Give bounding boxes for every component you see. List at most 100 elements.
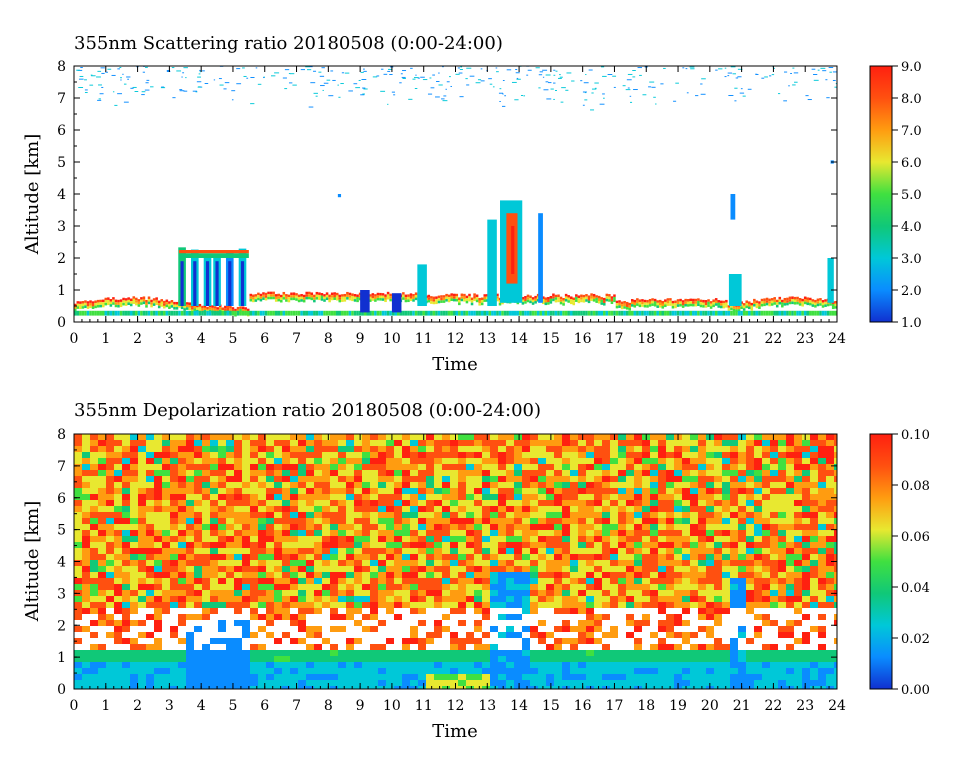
depol-cell: [178, 434, 186, 440]
depol-cell: [570, 584, 578, 590]
depol-cell: [98, 644, 106, 650]
bl-fringe: [676, 304, 680, 307]
depol-cell: [362, 596, 370, 602]
noise-speck: [98, 98, 101, 100]
bl-lower: [676, 310, 680, 316]
depol-cell: [466, 536, 474, 542]
depol-cell: [786, 590, 794, 596]
bl-fringe: [188, 304, 191, 308]
depol-cell: [770, 554, 778, 560]
noise-speck: [832, 79, 836, 81]
bl-fringe: [684, 303, 687, 307]
depol-cell: [778, 542, 786, 548]
depol-cell: [298, 584, 306, 590]
depol-cell: [434, 518, 442, 524]
bl-lower: [213, 310, 217, 316]
noise-speck: [637, 67, 643, 69]
depol-cell: [346, 524, 354, 530]
depol-cell: [170, 488, 178, 494]
depol-cell: [130, 638, 138, 644]
depol-cell: [578, 452, 586, 458]
depol-cell: [818, 512, 826, 518]
depol-cell: [714, 458, 722, 464]
depol-cell: [650, 458, 658, 464]
depol-cell: [474, 440, 482, 446]
bl-fringe: [580, 299, 583, 303]
depol-cell: [626, 494, 634, 500]
bl-lower: [206, 310, 209, 316]
bl-lower: [292, 310, 296, 316]
depol-cell: [322, 476, 330, 482]
depol-cell: [802, 584, 810, 590]
depol-cell: [282, 536, 290, 542]
depol-cell: [530, 566, 538, 572]
depol-cell: [730, 548, 738, 554]
depol-cell: [386, 452, 394, 458]
depol-cell: [674, 632, 682, 638]
bl-lower: [529, 310, 532, 316]
depol-cell: [138, 506, 146, 512]
bl-lower: [379, 310, 382, 316]
bl-fringe: [211, 307, 214, 311]
noise-speck: [282, 77, 287, 79]
depol-cell: [322, 548, 330, 554]
noise-speck: [737, 68, 743, 70]
bl-lower: [241, 310, 245, 316]
depol-cell: [690, 566, 698, 572]
depol-cell: [290, 440, 298, 446]
noise-speck: [832, 71, 837, 73]
depol-cell: [154, 560, 162, 566]
bl-fringe: [315, 297, 319, 300]
bl-lower: [526, 310, 530, 316]
depol-cell: [514, 440, 522, 446]
depol-cell: [730, 596, 738, 602]
depol-cell: [74, 578, 82, 584]
depol-cell: [802, 446, 810, 452]
depol-cell: [434, 566, 442, 572]
noise-speck: [633, 89, 638, 91]
depol-cell: [546, 476, 554, 482]
depol-cell: [738, 536, 746, 542]
depol-cell: [762, 602, 770, 608]
bl-lower: [384, 310, 387, 316]
depol-cell: [146, 554, 154, 560]
bl-lower: [409, 310, 413, 316]
depol-cell: [834, 470, 837, 476]
bl-fringe: [811, 299, 815, 302]
depol-cell: [762, 596, 770, 602]
depol-cell: [522, 482, 530, 488]
depol-cell: [570, 434, 578, 440]
depol-cell: [658, 434, 666, 440]
depol-cell: [642, 560, 650, 566]
depol-cell: [114, 452, 122, 458]
depol-cell: [554, 542, 562, 548]
depol-cell: [834, 584, 837, 590]
depol-cell: [130, 536, 138, 542]
depol-cell: [106, 524, 114, 530]
depol-cell: [218, 560, 226, 566]
bl-fringe: [384, 296, 387, 300]
depol-cell: [698, 452, 706, 458]
depol-cell: [274, 458, 282, 464]
depol-cell: [522, 458, 530, 464]
depol-cell: [298, 470, 306, 476]
depol-cell: [130, 434, 138, 440]
depol-cell: [706, 614, 714, 620]
depol-cell: [690, 500, 698, 506]
depol-cell: [282, 596, 290, 602]
depol-cell: [122, 452, 130, 458]
depol-cell: [82, 602, 90, 608]
noise-speck: [380, 90, 386, 92]
depol-cell: [642, 482, 650, 488]
depol-cell: [642, 506, 650, 512]
colorbar-tick-label: 8.0: [901, 92, 922, 107]
bl-fringe: [147, 296, 151, 300]
depol-cell: [762, 518, 770, 524]
depol-cell: [298, 542, 306, 548]
depol-cell: [562, 590, 570, 596]
depol-cell: [226, 572, 234, 578]
depol-cell: [146, 434, 154, 440]
depol-cell: [642, 620, 650, 626]
bl-lower: [282, 310, 286, 316]
